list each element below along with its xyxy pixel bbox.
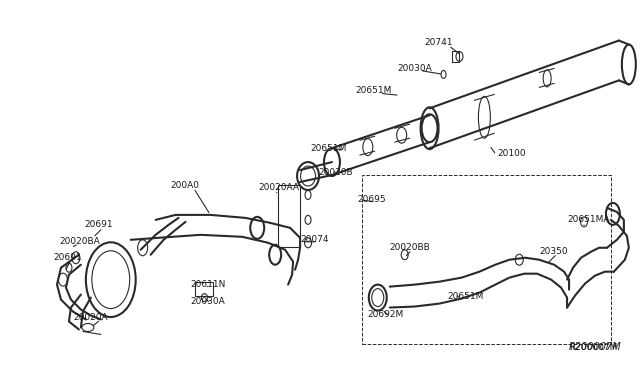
Text: 20695: 20695 xyxy=(358,195,387,205)
Text: 20741: 20741 xyxy=(424,38,453,47)
Text: 20020BA: 20020BA xyxy=(59,237,100,246)
Text: 20074: 20074 xyxy=(300,235,328,244)
Bar xyxy=(278,185,300,247)
Text: 20691: 20691 xyxy=(84,220,113,230)
Text: 20691: 20691 xyxy=(53,253,82,262)
Bar xyxy=(362,175,611,344)
Text: 20651MA: 20651MA xyxy=(567,215,609,224)
Text: 20692M: 20692M xyxy=(368,310,404,319)
Bar xyxy=(195,282,213,296)
Text: 20030A: 20030A xyxy=(397,64,433,73)
Text: 20020BB: 20020BB xyxy=(390,243,431,252)
Text: 20030A: 20030A xyxy=(191,297,225,306)
Text: 200A0: 200A0 xyxy=(171,180,200,189)
Text: R200007M: R200007M xyxy=(569,342,621,352)
Text: R200007M: R200007M xyxy=(569,343,618,352)
Text: 20611N: 20611N xyxy=(191,280,226,289)
Text: 20651M: 20651M xyxy=(447,292,484,301)
Text: 20020B: 20020B xyxy=(318,167,353,177)
Text: 20020A: 20020A xyxy=(73,313,108,322)
Text: 20100: 20100 xyxy=(497,149,526,158)
Text: 20651M: 20651M xyxy=(355,86,391,95)
Text: 20350: 20350 xyxy=(539,247,568,256)
Text: 20651M: 20651M xyxy=(310,144,346,153)
Text: 20020AA: 20020AA xyxy=(258,183,300,192)
